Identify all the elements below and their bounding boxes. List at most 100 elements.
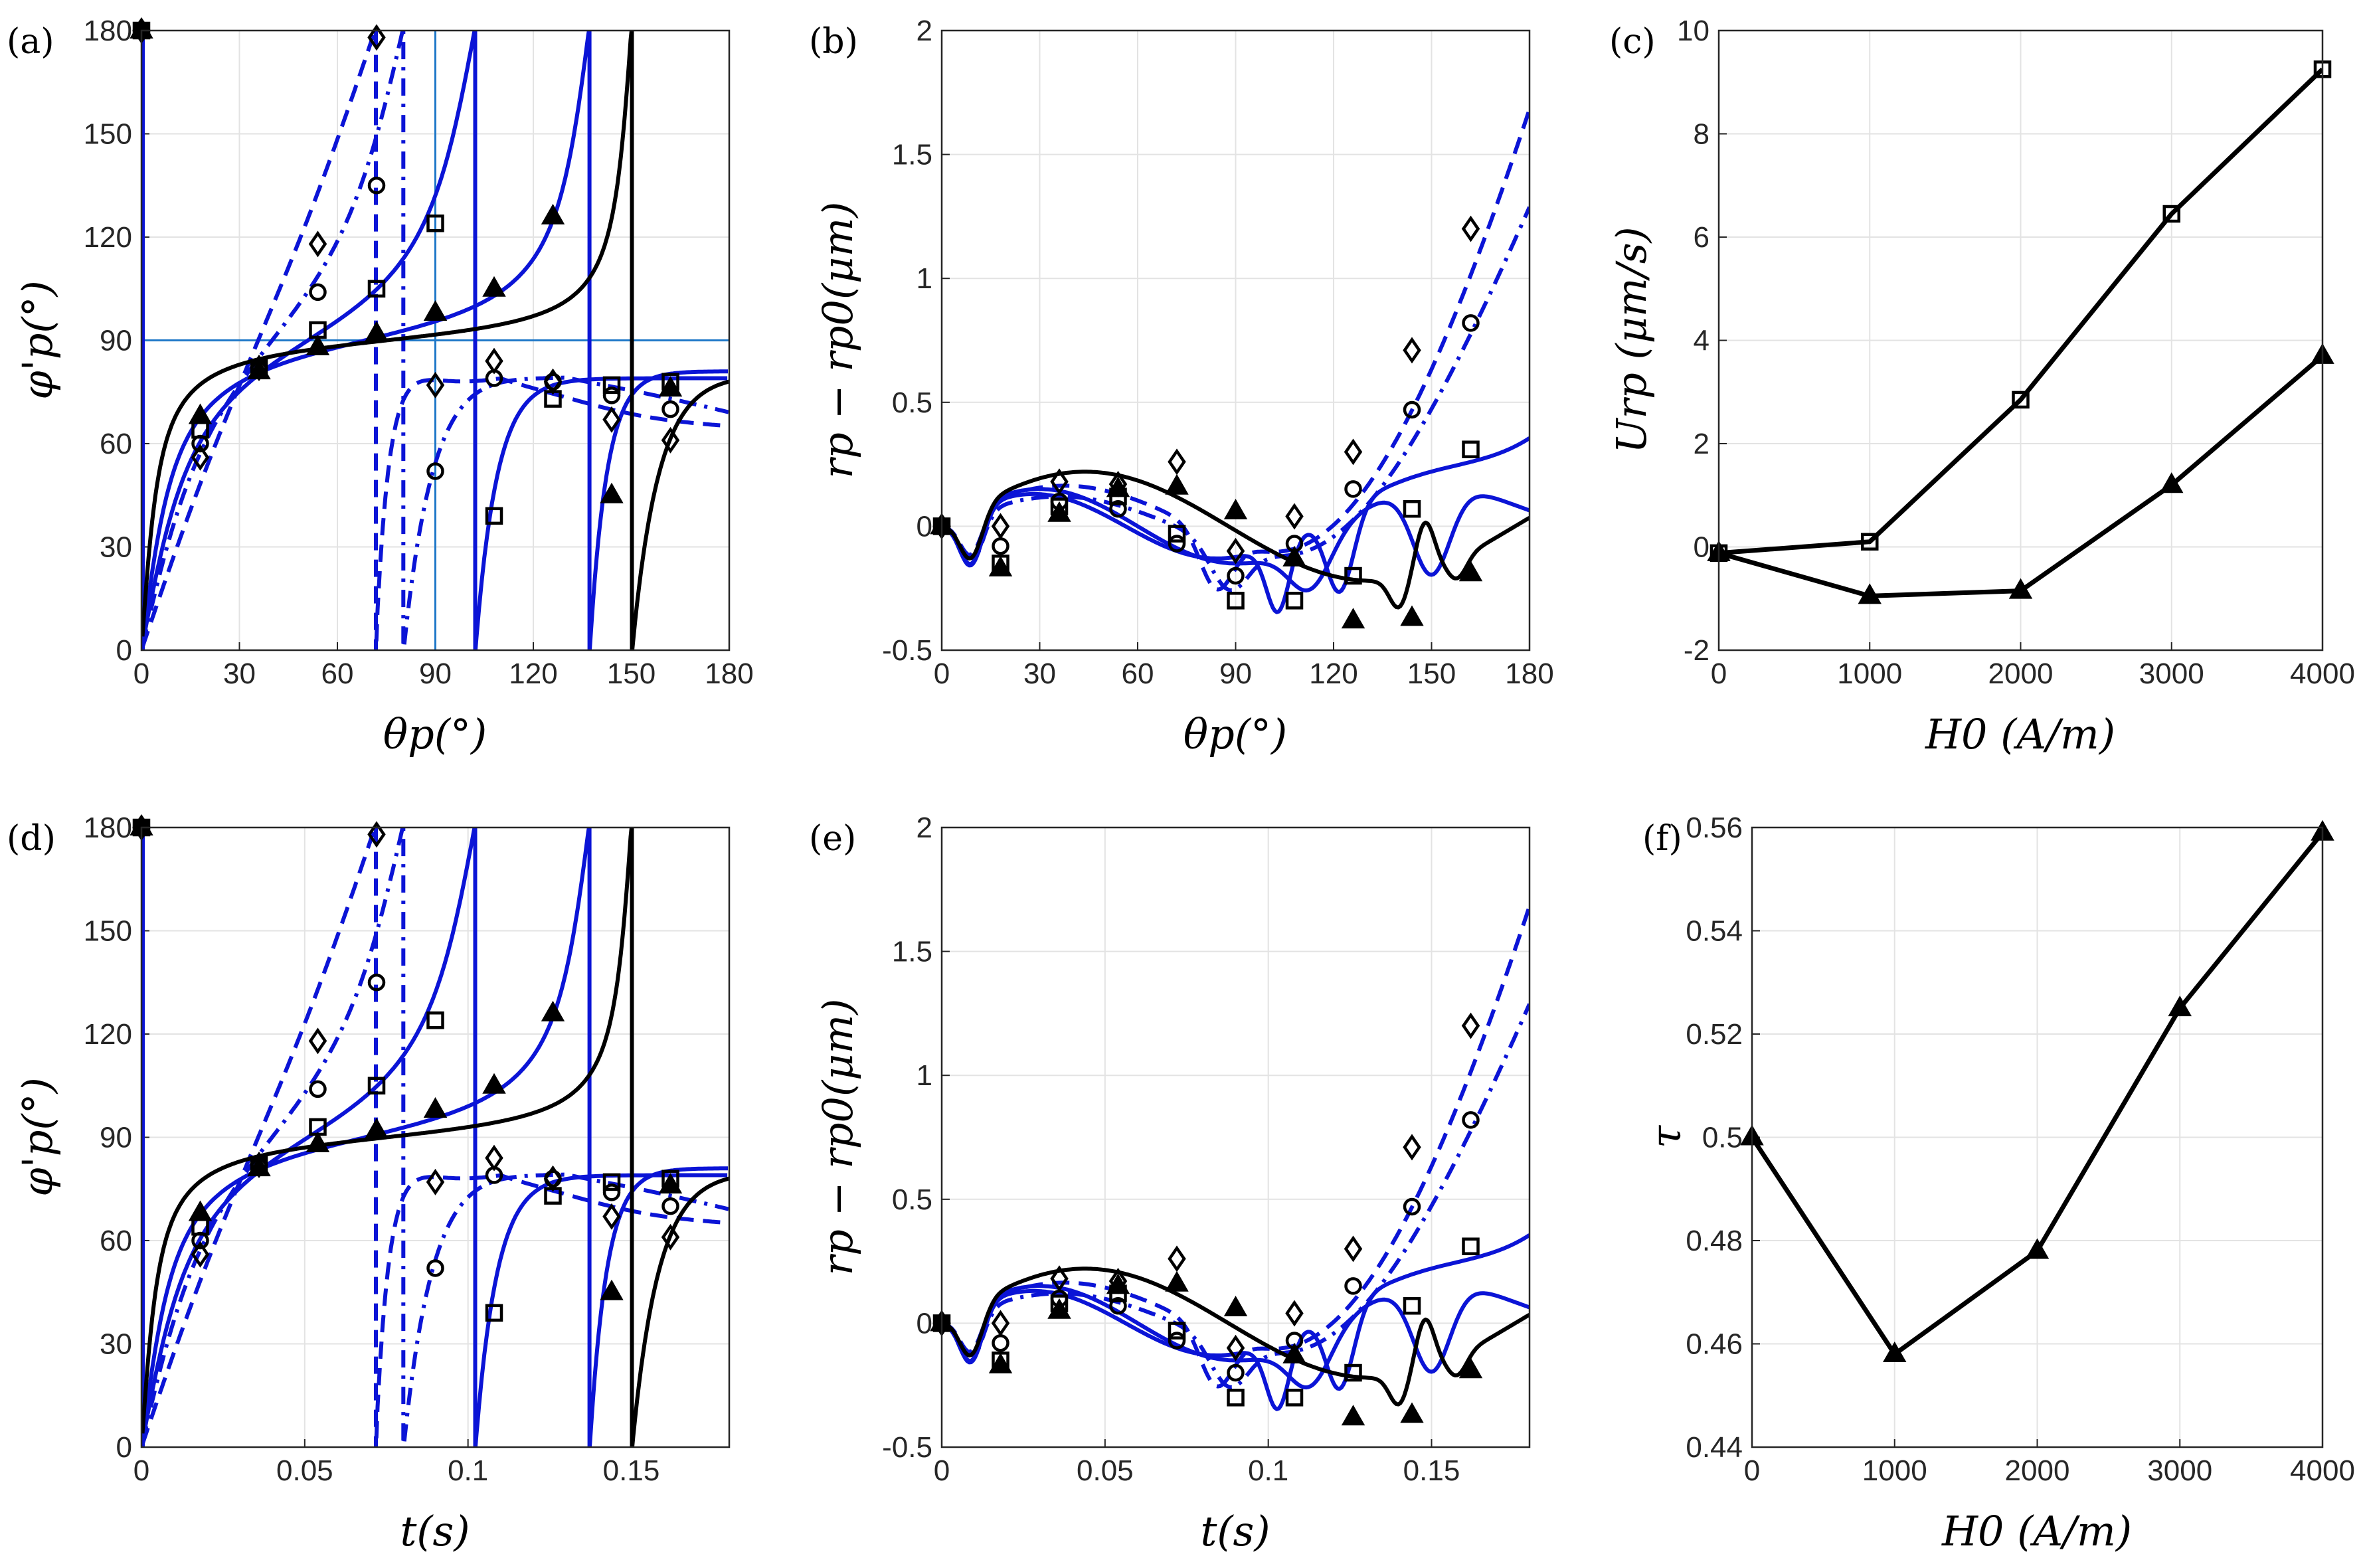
x-tick-label: 2000 <box>2005 1454 2070 1487</box>
diamond-marker <box>661 426 680 454</box>
diamond-marker <box>991 513 1010 540</box>
circle-marker <box>1403 1197 1421 1216</box>
square-marker <box>1344 566 1362 585</box>
triangle-marker <box>1106 1273 1130 1294</box>
x-tick-label: 3000 <box>2147 1454 2212 1487</box>
panel-f-label: (f) <box>1642 819 1682 859</box>
circle-marker <box>426 462 444 480</box>
x-tick-label: 0.05 <box>276 1454 333 1487</box>
circle-marker <box>992 1334 1009 1352</box>
square-marker <box>1285 1389 1304 1407</box>
triangle-marker <box>1047 1298 1071 1319</box>
diamond-series-line <box>141 31 728 650</box>
diamond-marker <box>308 1027 327 1055</box>
square-marker <box>426 1011 444 1029</box>
panel-e-xlabel: t(s) <box>1200 1507 1270 1555</box>
square-marker <box>544 390 562 408</box>
diamond-marker <box>661 1223 680 1251</box>
diamond-marker <box>1461 215 1480 242</box>
triangle-marker <box>658 376 683 397</box>
y-tick-label: 90 <box>100 1122 132 1154</box>
diamond-marker <box>1226 1334 1245 1361</box>
square-marker <box>1861 533 1879 551</box>
triangle-marker <box>1341 1405 1365 1426</box>
series-group-d <box>141 828 729 1447</box>
diamond-marker <box>602 406 621 433</box>
y-tick-label: 0.5 <box>892 387 932 419</box>
y-tick-label: 10 <box>1677 15 1709 47</box>
circle-marker <box>1462 314 1480 332</box>
square-marker <box>1168 1322 1186 1340</box>
y-tick-label: -0.5 <box>882 1431 932 1464</box>
y-tick-label: 30 <box>100 531 132 564</box>
square-marker <box>426 215 444 232</box>
x-tick-label: 30 <box>223 657 256 690</box>
circle-marker <box>661 1197 679 1215</box>
square-marker <box>602 376 621 394</box>
x-tick-label: 180 <box>705 657 753 690</box>
y-tick-label: 180 <box>84 15 132 47</box>
panel-d-ylabel: φ'p(°) <box>13 1077 62 1197</box>
diamond-marker <box>191 1241 210 1268</box>
diamond-marker <box>1285 1300 1304 1327</box>
y-tick-label: 120 <box>84 221 132 254</box>
axes-border-b <box>940 29 1531 652</box>
panel-f-ylabel: τ <box>1642 1124 1690 1148</box>
diamond-marker <box>426 371 445 398</box>
triangle-marker <box>1400 1402 1424 1423</box>
triangle-marker <box>2160 472 2184 493</box>
y-tick-label: 0 <box>1694 531 1709 564</box>
x-tick-label: 1000 <box>1862 1454 1927 1487</box>
panel-b-ylabel: rp − rp0(μm) <box>814 202 862 479</box>
y-tick-label: 2 <box>917 812 932 844</box>
y-tick-label: 90 <box>100 325 132 357</box>
triangle-marker <box>1341 608 1365 629</box>
panel-c: (c) H0 (A/m) Urp (μm/s) <box>1607 22 2115 758</box>
x-tick-label: 60 <box>321 657 354 690</box>
x-tick-label: 30 <box>1023 657 1056 690</box>
y-tick-label: 4 <box>1694 325 1709 357</box>
triangle-marker <box>1458 561 1483 582</box>
y-tick-label: 0.5 <box>892 1183 932 1216</box>
circle-marker <box>1227 566 1245 585</box>
diamond-marker <box>367 24 386 51</box>
x-tick-label: 0 <box>934 657 950 690</box>
circle-marker <box>309 1080 327 1098</box>
diamond-marker <box>1403 1134 1421 1161</box>
triangle-marker <box>1165 474 1189 495</box>
y-tick-label: 0 <box>116 634 132 667</box>
y-tick-label: 0 <box>116 1431 132 1464</box>
y-tick-label: 1.5 <box>892 139 932 171</box>
panel-a-xlabel: θp(°) <box>383 710 487 758</box>
square-marker <box>1462 440 1480 458</box>
axes-border-a <box>140 29 731 652</box>
square-marker <box>2162 205 2180 223</box>
triangle-marker <box>1858 583 1882 604</box>
circle-series-line <box>942 1003 1530 1389</box>
triangle-marker <box>1223 1295 1248 1317</box>
y-tick-label: -2 <box>1684 634 1709 667</box>
panel-c-ylabel: Urp (μm/s) <box>1607 226 1656 453</box>
circle-marker <box>485 1166 503 1184</box>
square-marker <box>1403 500 1421 518</box>
square-marker <box>1403 1297 1421 1315</box>
triangle-black-series-line <box>942 470 1530 610</box>
y-tick-label: 180 <box>84 812 132 844</box>
triangle-marker <box>306 334 330 355</box>
circle-marker <box>309 283 327 302</box>
diamond-marker <box>367 821 386 848</box>
triangle-marker <box>247 1156 271 1177</box>
triangle-marker <box>988 555 1013 576</box>
x-tick-label: 0 <box>1744 1454 1760 1487</box>
panel-c-xlabel: H0 (A/m) <box>1925 710 2115 758</box>
panel-f-xlabel: H0 (A/m) <box>1941 1507 2132 1555</box>
triangle-marker <box>658 1173 683 1194</box>
x-tick-label: 90 <box>1219 657 1252 690</box>
triangle-marker <box>423 1097 448 1118</box>
triangle-marker <box>482 1073 506 1094</box>
y-tick-label: 0 <box>917 1307 932 1340</box>
square-series-line <box>141 828 728 1447</box>
triangle-marker <box>188 1200 213 1221</box>
triangle-marker <box>365 321 389 342</box>
